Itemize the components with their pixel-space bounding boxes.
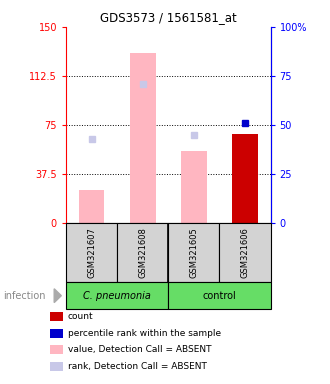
Text: GSM321605: GSM321605 — [189, 227, 198, 278]
Text: value, Detection Call = ABSENT: value, Detection Call = ABSENT — [68, 345, 211, 354]
Bar — [168, 223, 219, 282]
Text: infection: infection — [3, 291, 46, 301]
Bar — [232, 134, 258, 223]
Bar — [66, 282, 168, 309]
Bar — [219, 223, 271, 282]
Title: GDS3573 / 1561581_at: GDS3573 / 1561581_at — [100, 11, 237, 24]
Text: rank, Detection Call = ABSENT: rank, Detection Call = ABSENT — [68, 362, 207, 371]
Bar — [79, 190, 104, 223]
Bar — [130, 53, 155, 223]
Text: GSM321607: GSM321607 — [87, 227, 96, 278]
Text: count: count — [68, 312, 93, 321]
Bar — [168, 282, 271, 309]
Bar — [181, 151, 207, 223]
Text: C. pneumonia: C. pneumonia — [83, 291, 151, 301]
Polygon shape — [54, 289, 61, 303]
Bar — [117, 223, 168, 282]
Text: percentile rank within the sample: percentile rank within the sample — [68, 329, 221, 338]
Text: control: control — [203, 291, 236, 301]
Bar — [66, 223, 117, 282]
Text: GSM321606: GSM321606 — [241, 227, 249, 278]
Text: GSM321608: GSM321608 — [138, 227, 147, 278]
